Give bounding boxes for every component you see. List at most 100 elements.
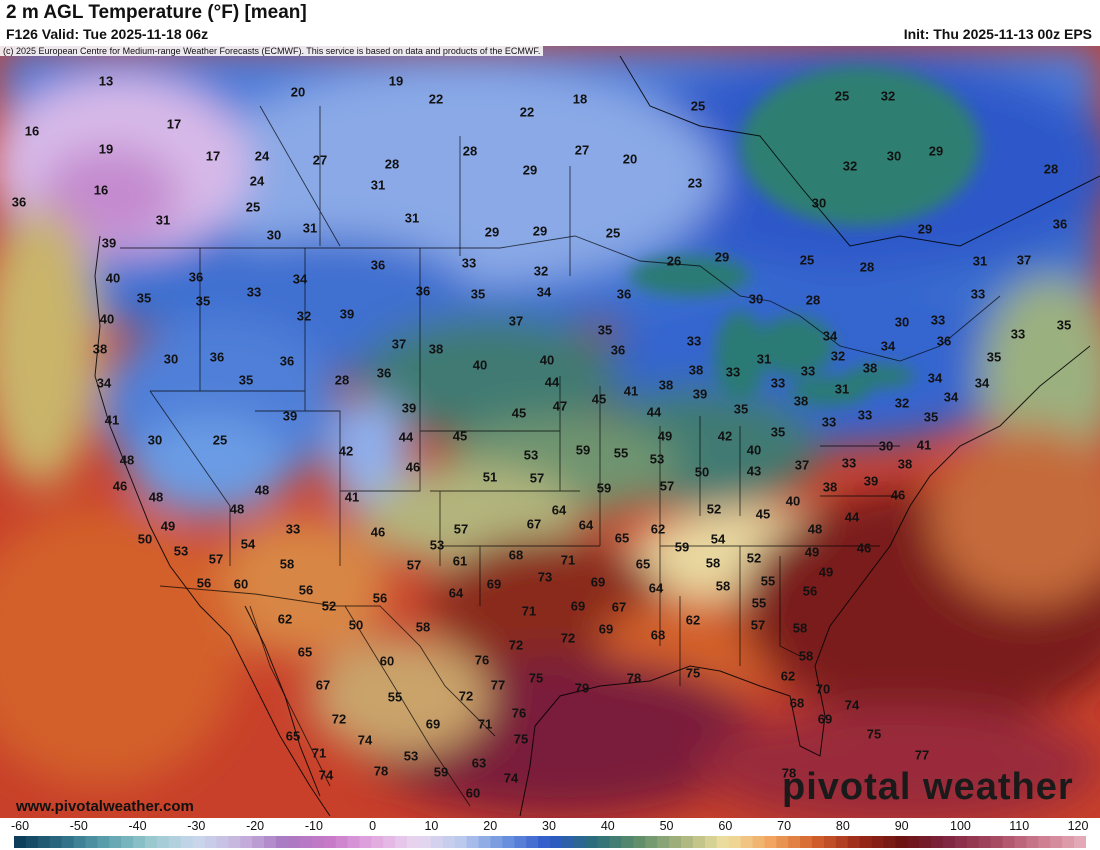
temperature-value-label: 35	[924, 409, 938, 424]
temperature-value-label: 58	[716, 578, 730, 593]
temperature-value-label: 33	[726, 364, 740, 379]
temperature-value-label: 68	[651, 627, 665, 642]
colorbar-swatch	[252, 836, 265, 848]
colorbar-tick-label: 30	[542, 819, 556, 833]
colorbar-swatch	[550, 836, 563, 848]
temperature-value-label: 39	[102, 235, 116, 250]
temperature-value-label: 30	[749, 291, 763, 306]
temperature-value-label: 31	[303, 220, 317, 235]
temperature-value-label: 29	[929, 143, 943, 158]
temperature-value-label: 37	[795, 457, 809, 472]
temperature-value-label: 57	[454, 521, 468, 536]
temperature-value-label: 31	[156, 212, 170, 227]
temperature-value-label: 53	[650, 451, 664, 466]
temperature-value-label: 62	[651, 521, 665, 536]
canada-us-border	[120, 235, 1001, 362]
temperature-value-label: 69	[426, 716, 440, 731]
colorbar-swatch	[168, 836, 182, 848]
temperature-value-label: 37	[1017, 252, 1031, 267]
temperature-value-label: 33	[858, 407, 872, 422]
temperature-value-label: 28	[463, 143, 477, 158]
temperature-value-label: 37	[509, 313, 523, 328]
colorbar-swatch	[823, 836, 837, 848]
temperature-value-label: 61	[453, 553, 467, 568]
temperature-value-label: 58	[793, 620, 807, 635]
colorbar-tick-label: 0	[369, 819, 377, 833]
temperature-value-label: 34	[975, 375, 990, 390]
colorbar-swatch	[871, 836, 885, 848]
temperature-value-label: 63	[472, 755, 486, 770]
temperature-value-label: 25	[835, 88, 849, 103]
temperature-value-label: 73	[538, 569, 552, 584]
temperature-value-label: 53	[404, 748, 418, 763]
temperature-value-label: 25	[246, 199, 260, 214]
temperature-value-label: 41	[105, 412, 119, 427]
temperature-value-label: 17	[167, 116, 181, 131]
temperature-value-label: 48	[255, 482, 269, 497]
temperature-value-label: 69	[591, 574, 605, 589]
colorbar-swatch	[109, 836, 122, 848]
colorbar-swatch	[943, 836, 956, 848]
temperature-value-label: 38	[689, 362, 703, 377]
temperature-value-label: 72	[509, 637, 523, 652]
temperature-value-label: 39	[340, 306, 354, 321]
colorbar-swatch	[931, 836, 944, 848]
temperature-value-label: 55	[614, 445, 628, 460]
hudson-bay-coastline	[619, 55, 1100, 247]
colorbar-swatch	[573, 836, 587, 848]
colorbar-swatch	[418, 836, 432, 848]
temperature-value-label: 71	[561, 552, 575, 567]
temperature-value-label: 36	[12, 194, 26, 209]
temperature-value-label: 28	[335, 372, 349, 387]
colorbar-swatch	[657, 836, 670, 848]
temperature-value-label: 30	[812, 195, 826, 210]
colorbar-tick-label: 80	[835, 819, 850, 833]
colorbar-swatch	[835, 836, 849, 848]
temperature-value-label: 74	[845, 697, 860, 712]
temperature-value-label: 53	[524, 447, 538, 462]
temperature-value-label: 36	[280, 353, 294, 368]
temperature-value-label: 76	[512, 705, 526, 720]
temperature-value-label: 64	[449, 585, 464, 600]
temperature-value-label: 45	[756, 506, 770, 521]
colorbar-swatch	[1002, 836, 1016, 848]
colorbar-swatch	[323, 836, 337, 848]
temperature-value-label: 62	[686, 612, 700, 627]
temperature-value-label: 29	[918, 221, 932, 236]
temperature-value-label: 29	[485, 224, 499, 239]
temperature-value-label: 28	[1044, 161, 1058, 176]
website-watermark[interactable]: www.pivotalweather.com	[16, 798, 194, 815]
temperature-value-label: 33	[286, 521, 300, 536]
colorbar-swatch	[25, 836, 39, 848]
temperature-value-label: 36	[937, 333, 951, 348]
colorbar-swatch	[395, 836, 408, 848]
colorbar-swatch	[788, 836, 801, 848]
temperature-value-label: 59	[675, 539, 689, 554]
temperature-value-label: 36	[189, 269, 203, 284]
colorbar-swatch	[85, 836, 98, 848]
colorbar-swatch	[156, 836, 170, 848]
temperature-value-label: 34	[881, 338, 896, 353]
temperature-value-label: 38	[863, 360, 877, 375]
colorbar-tick-labels: -60 -50 -40 -30 -20 -10 0 10 20 30 40 50 60 70 80 90 100…	[0, 818, 1100, 834]
temperature-value-label: 34	[928, 370, 943, 385]
temperature-value-label: 67	[527, 516, 541, 531]
colorbar-tick-label: -30	[187, 819, 206, 833]
temperature-value-label: 28	[860, 259, 874, 274]
colorbar-swatch	[1014, 836, 1028, 848]
colorbar-swatch	[407, 836, 420, 848]
temperature-value-label: 20	[291, 84, 305, 99]
colorbar-swatch	[561, 836, 575, 848]
temperature-value-label: 77	[491, 677, 505, 692]
colorbar-tick-label: 40	[600, 819, 615, 833]
colorbar-swatch	[1062, 836, 1075, 848]
temperature-value-label: 57	[660, 478, 674, 493]
political-boundaries	[120, 105, 1001, 807]
temperature-value-label: 39	[402, 400, 416, 415]
temperature-value-label: 17	[206, 148, 220, 163]
temperature-value-label: 36	[611, 342, 625, 357]
temperature-value-label: 33	[801, 363, 815, 378]
temperature-value-label: 34	[823, 328, 838, 343]
temperature-value-label: 16	[94, 182, 108, 197]
colorbar-tick-label: 60	[718, 819, 733, 833]
